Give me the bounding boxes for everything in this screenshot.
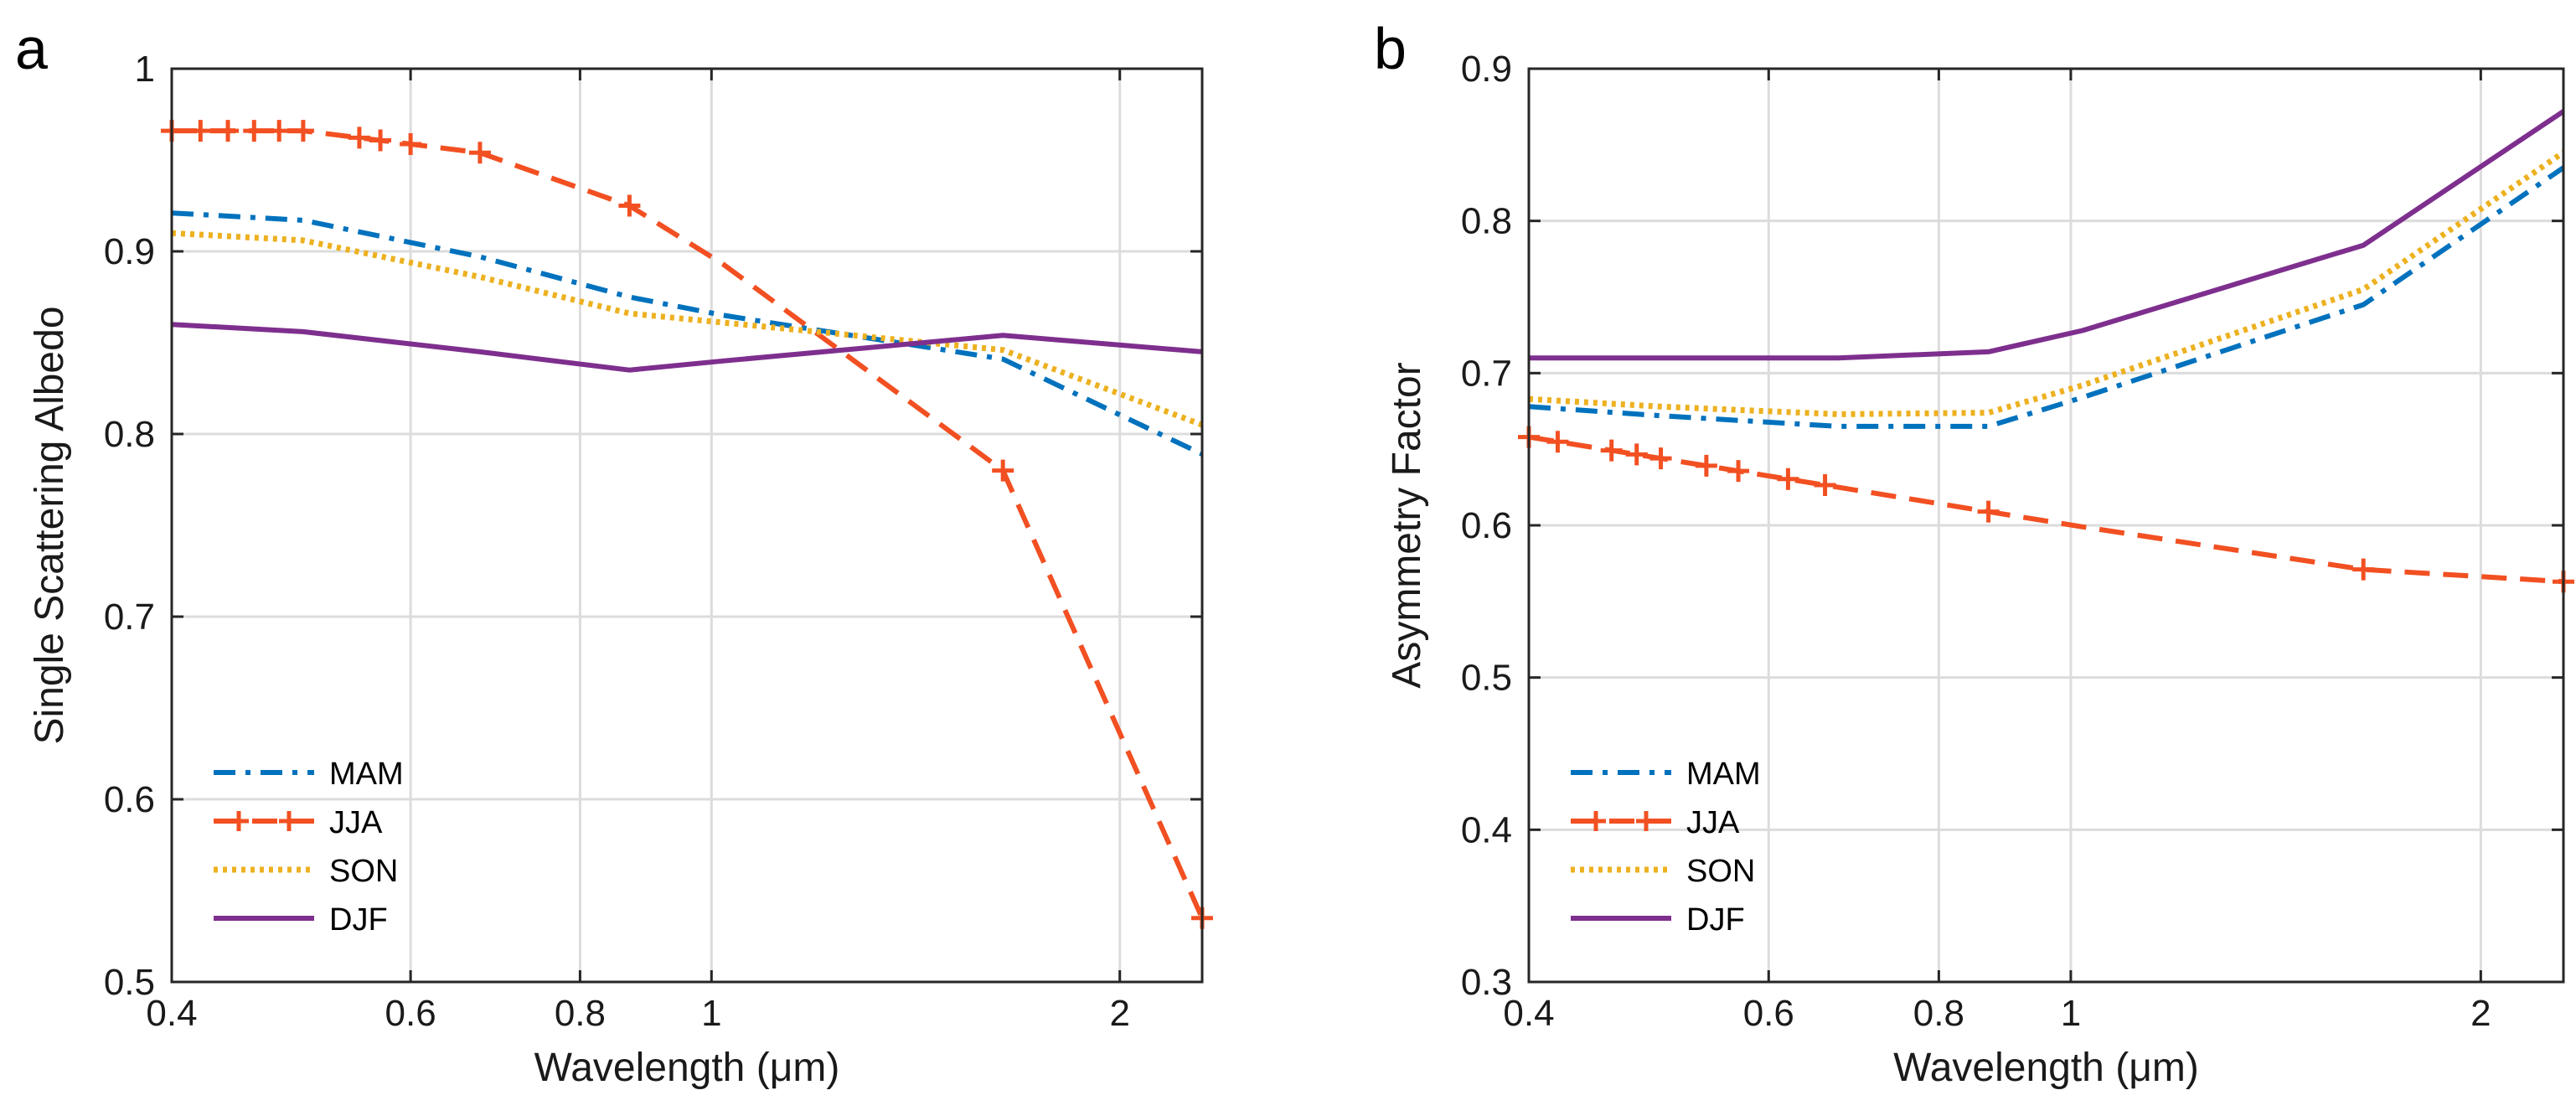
panel-a-legend-marker-jja <box>279 811 299 831</box>
panel-a-y-tick-label: 0.8 <box>104 414 155 455</box>
panel-a-x-tick-label: 0.8 <box>555 993 606 1034</box>
panel-b: b 0.4 0.6 0.8 1 20.30.40.50.60.70.80.9 MAMJJ… <box>1374 16 2574 1090</box>
panel-b-grid <box>1527 67 2563 984</box>
panel-a-series-son-line <box>172 230 1202 428</box>
panel-a-y-tick-label: 0.7 <box>104 597 155 638</box>
panel-b-y-tick-label: 0.9 <box>1461 49 1512 90</box>
panel-a-y-axis-label: Single Scattering Albedo <box>28 306 72 744</box>
panel-b-y-tick-label: 0.4 <box>1461 809 1512 850</box>
panel-b-y-tick-label: 0.5 <box>1461 658 1512 699</box>
panel-a-x-tick-label: 2 <box>1109 993 1129 1034</box>
panel-a-series-jja-marker <box>243 120 266 142</box>
panel-b-series-jja-marker <box>1777 468 1799 490</box>
panel-a-series-jja-marker <box>292 120 314 142</box>
panel-b-series-jja-marker <box>1600 439 1623 462</box>
panel-b-letter: b <box>1374 16 1407 81</box>
panel-b-legend-marker-jja <box>1636 811 1656 831</box>
panel-a-series-jja-marker <box>369 129 392 152</box>
panel-a-legend-label-jja: JJA <box>329 805 383 840</box>
panel-a-x-tick-label: 0.6 <box>385 993 436 1034</box>
panel-b-ticks: 0.4 0.6 0.8 1 20.30.40.50.60.70.80.9 <box>1461 49 2563 1034</box>
panel-b-y-tick-label: 0.7 <box>1461 353 1512 394</box>
panel-a-x-axis-label: Wavelength (μm) <box>534 1046 840 1090</box>
panel-b-series-jja-marker <box>1546 431 1569 453</box>
panel-a-series-jja-marker <box>189 120 212 142</box>
panel-b-x-axis-label: Wavelength (μm) <box>1893 1046 2199 1090</box>
panel-a-series-jja-marker <box>992 459 1014 482</box>
panel-b-x-tick-label: 1 <box>2061 993 2081 1034</box>
panel-a-series-jja-marker <box>348 127 370 149</box>
panel-a-legend: MAM JJA SON DJF <box>214 757 404 938</box>
panel-a-axes-box <box>170 67 1204 984</box>
panel-a-y-tick-label: 0.6 <box>104 779 155 820</box>
panel-a-x-tick-label: 1 <box>701 993 721 1034</box>
panel-b-series-jja-line <box>1529 434 2563 585</box>
panel-b-series-jja-marker <box>1695 454 1717 477</box>
panel-b-legend-label-son: SON <box>1686 854 1755 889</box>
panel-b-y-tick-label: 0.3 <box>1461 962 1512 1003</box>
panel-b-y-tick-label: 0.6 <box>1461 505 1512 546</box>
panel-a-series-jja-marker <box>400 133 422 156</box>
panel-b-series-jja-marker <box>1649 447 1672 470</box>
panel-a-y-tick-label: 1 <box>135 49 155 90</box>
panel-b-series-son-line <box>1529 150 2563 417</box>
panel-b-x-tick-label: 2 <box>2470 993 2491 1034</box>
panel-b-legend-label-mam: MAM <box>1686 757 1761 792</box>
panel-a-series-jja-marker <box>268 120 291 142</box>
panel-b-y-axis-label: Asymmetry Factor <box>1385 362 1429 688</box>
panel-a-legend-label-mam: MAM <box>329 757 404 792</box>
panel-a: a 0.4 0.6 0.8 1 2 0.5 0.6 0.7 0.8 0.9 1 MAM JJA SON D… <box>15 16 1213 1090</box>
panel-b-series-jja-marker <box>1625 443 1648 466</box>
panel-b-legend-label-jja: JJA <box>1686 805 1740 840</box>
panel-b-series-djf-line <box>1529 109 2563 361</box>
panel-a-letter: a <box>15 16 48 81</box>
panel-a-y-tick-label: 0.5 <box>104 962 155 1003</box>
panel-a-grid <box>170 67 1202 984</box>
panel-a-series-jja-marker <box>618 194 641 217</box>
panel-b-x-tick-label: 0.6 <box>1743 993 1794 1034</box>
panel-a-x-tick-label: 0.4 <box>146 993 197 1034</box>
panel-a-series-jja-marker <box>217 120 240 142</box>
panel-a-series-mam-line <box>172 210 1202 457</box>
panel-a-y-tick-label: 0.9 <box>104 231 155 272</box>
panel-a-series <box>161 120 1213 929</box>
panel-b-series-mam-line <box>1529 165 2563 429</box>
panel-b-x-tick-label: 0.8 <box>1913 993 1964 1034</box>
panel-b-series <box>1518 109 2574 593</box>
panel-b-series-jja-marker <box>1814 473 1836 496</box>
panel-b-series-jja-marker <box>1727 460 1750 483</box>
panel-a-legend-label-son: SON <box>329 854 398 889</box>
panel-a-legend-marker-jja <box>229 811 249 831</box>
panel-b-legend-marker-jja <box>1586 811 1606 831</box>
panel-b-series-jja-marker <box>2352 558 2375 581</box>
panel-b-y-tick-label: 0.8 <box>1461 201 1512 242</box>
panel-a-series-djf-line <box>172 322 1202 373</box>
panel-a-ticks: 0.4 0.6 0.8 1 2 0.5 0.6 0.7 0.8 0.9 1 <box>104 49 1202 1034</box>
panel-b-legend: MAM JJA SON DJF <box>1571 757 1761 938</box>
panel-b-x-tick-label: 0.4 <box>1503 993 1554 1034</box>
panel-a-series-jja-marker <box>468 142 491 164</box>
panel-b-series-jja-marker <box>1977 500 2000 523</box>
panel-a-legend-label-djf: DJF <box>329 902 388 938</box>
panel-b-legend-label-djf: DJF <box>1686 902 1745 938</box>
